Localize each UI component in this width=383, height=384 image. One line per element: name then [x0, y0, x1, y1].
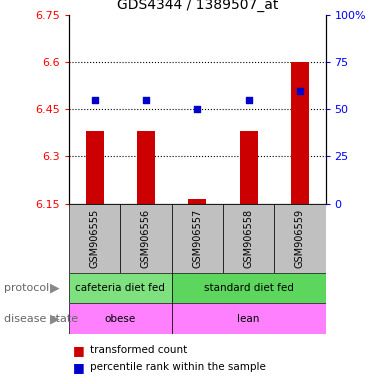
Text: GSM906556: GSM906556 [141, 209, 151, 268]
Text: percentile rank within the sample: percentile rank within the sample [90, 362, 266, 372]
Bar [274, 204, 326, 273]
Bar [69, 273, 172, 303]
Text: ■: ■ [73, 344, 85, 357]
Bar [172, 204, 223, 273]
Text: obese: obese [105, 314, 136, 324]
Bar [188, 199, 206, 204]
Bar [223, 204, 274, 273]
Text: ▶: ▶ [50, 312, 59, 325]
Bar [120, 204, 172, 273]
Bar [240, 131, 257, 204]
Point [194, 106, 200, 113]
Text: transformed count: transformed count [90, 345, 187, 355]
Bar [86, 131, 103, 204]
Text: ▶: ▶ [50, 281, 59, 295]
Text: cafeteria diet fed: cafeteria diet fed [75, 283, 165, 293]
Bar [172, 273, 326, 303]
Bar [69, 204, 120, 273]
Point [92, 97, 98, 103]
Text: GSM906559: GSM906559 [295, 209, 305, 268]
Text: ■: ■ [73, 361, 85, 374]
Text: GSM906555: GSM906555 [90, 209, 100, 268]
Point [143, 97, 149, 103]
Bar [137, 131, 155, 204]
Bar [172, 303, 326, 334]
Bar [291, 63, 309, 204]
Text: GSM906557: GSM906557 [192, 209, 202, 268]
Text: standard diet fed: standard diet fed [204, 283, 293, 293]
Point [297, 88, 303, 94]
Text: lean: lean [237, 314, 260, 324]
Text: protocol: protocol [4, 283, 49, 293]
Bar [69, 303, 172, 334]
Title: GDS4344 / 1389507_at: GDS4344 / 1389507_at [116, 0, 278, 12]
Point [246, 97, 252, 103]
Text: GSM906558: GSM906558 [244, 209, 254, 268]
Text: disease state: disease state [4, 314, 78, 324]
